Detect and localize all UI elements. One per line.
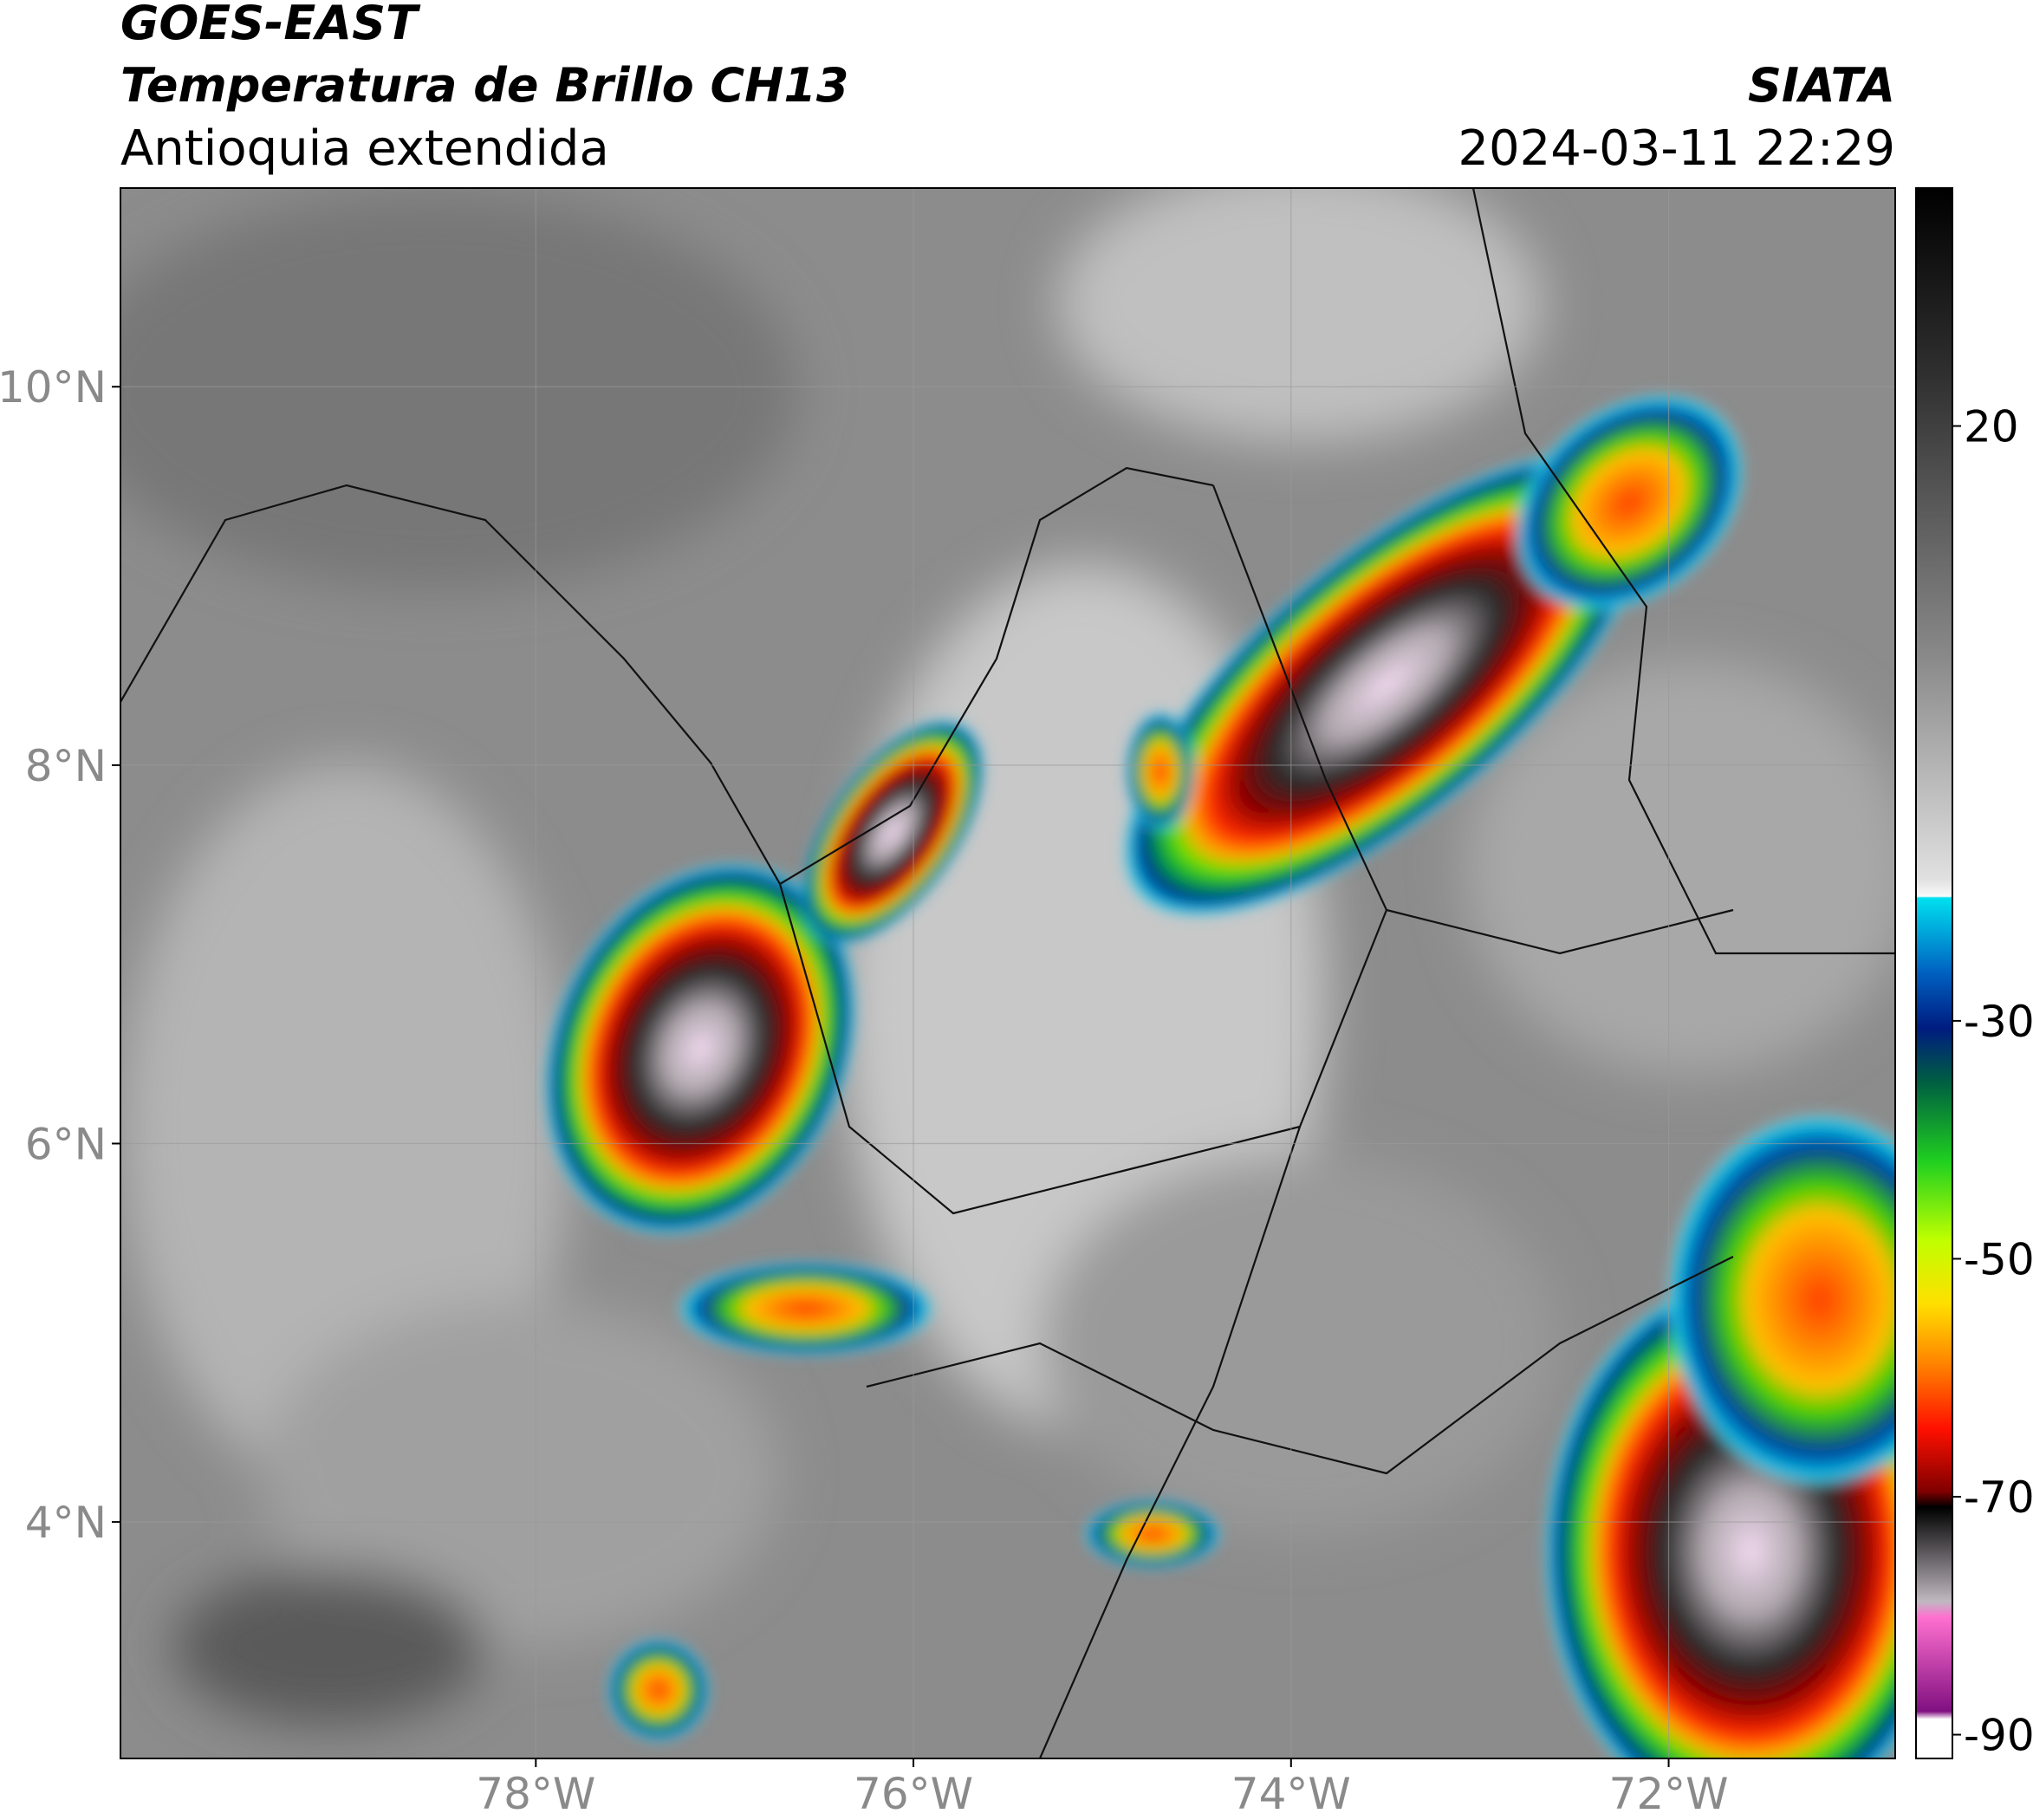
borders: [120, 188, 1895, 1758]
colorbar: [1915, 187, 1953, 1759]
title: GOES-EAST: [120, 0, 421, 50]
map-frame: [120, 187, 1896, 1759]
colorbar-label: -70: [1964, 1472, 2033, 1523]
y-tick-label: 4°N: [25, 1498, 107, 1548]
colorbar-label: -90: [1964, 1711, 2033, 1761]
colorbar-label: -50: [1964, 1234, 2033, 1284]
colorbar-label: 20: [1964, 402, 2019, 452]
y-tick-label: 6°N: [25, 1119, 107, 1169]
x-tick-label: 76°W: [854, 1769, 973, 1819]
region: Antioquia extendida: [120, 120, 609, 177]
x-tick-label: 74°W: [1231, 1769, 1351, 1819]
y-tick-label: 10°N: [0, 362, 107, 413]
satellite-image: [120, 188, 1895, 1758]
colorbar-label: -30: [1964, 997, 2033, 1047]
x-tick-label: 78°W: [476, 1769, 595, 1819]
x-tick-label: 72°W: [1609, 1769, 1729, 1819]
y-tick-label: 8°N: [25, 741, 107, 791]
source: SIATA: [1748, 58, 1895, 113]
subtitle: Temperatura de Brillo CH13: [120, 58, 849, 113]
datetime: 2024-03-11 22:29: [1458, 120, 1895, 177]
